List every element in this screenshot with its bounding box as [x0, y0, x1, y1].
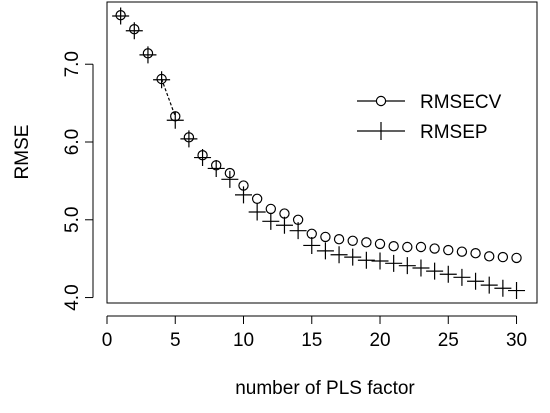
point-rmsecv [320, 231, 331, 243]
point-rmsecv [415, 241, 427, 253]
legend-label-rmsep: RMSEP [420, 122, 488, 143]
point-rmsecv [484, 251, 495, 262]
point-rmsep [316, 242, 334, 260]
x-axis-label: number of PLS factor [235, 378, 415, 399]
connector-dash [161, 78, 176, 117]
point-rmsecv [374, 238, 386, 250]
point-rmsep [303, 236, 321, 254]
x-axis: 0 5 10 15 20 25 30 [102, 315, 527, 351]
point-rmsep [426, 262, 444, 280]
point-rmsep [480, 276, 498, 294]
point-rmsecv [443, 244, 454, 256]
point-rmsep [357, 251, 375, 269]
y-tick-label: 4.0 [62, 284, 83, 310]
y-tick-label: 7.0 [62, 51, 83, 77]
point-rmsep [194, 149, 212, 167]
series-layer [112, 7, 526, 300]
y-tick-label: 6.0 [62, 129, 83, 155]
point-rmsecv [347, 235, 358, 246]
legend-label-rmsecv: RMSECV [420, 92, 502, 113]
point-rmsep [494, 279, 512, 297]
y-axis-label: RMSE [12, 125, 33, 180]
point-rmsep [398, 257, 416, 275]
point-rmsep [467, 272, 485, 290]
point-rmsep [344, 248, 362, 266]
x-tick-label: 10 [233, 330, 254, 351]
point-rmsecv [361, 237, 372, 248]
point-rmsep [139, 46, 157, 64]
point-rmsecv [456, 246, 468, 257]
point-rmsep [262, 212, 280, 230]
point-rmsep [125, 22, 143, 40]
x-tick-label: 30 [506, 330, 527, 351]
point-rmsep [385, 254, 403, 272]
x-tick-label: 5 [170, 330, 181, 351]
point-rmsep [207, 159, 225, 177]
point-rmsep [453, 268, 471, 286]
point-rmsep [289, 222, 307, 240]
x-tick-label: 25 [438, 330, 459, 351]
point-rmsecv [388, 241, 399, 252]
legend-circle-icon [375, 95, 387, 107]
legend: RMSECV RMSEP [357, 92, 502, 143]
point-rmsep [439, 265, 457, 283]
point-rmsecv [497, 251, 509, 263]
point-rmsep [412, 259, 430, 277]
point-rmsep [330, 246, 348, 264]
x-tick-label: 15 [301, 330, 322, 351]
point-rmsecv [251, 193, 263, 204]
point-rmsecv [470, 248, 481, 259]
y-tick-label: 5.0 [62, 207, 83, 233]
connector-line [161, 78, 176, 117]
point-rmsecv [402, 241, 413, 253]
point-rmsep [221, 170, 239, 188]
point-rmsep [153, 71, 171, 89]
point-rmsep [508, 282, 526, 300]
point-rmsep [180, 130, 198, 148]
point-rmsep [248, 203, 266, 221]
x-tick-label: 0 [102, 330, 113, 351]
point-rmsep [166, 111, 184, 129]
point-rmsecv [429, 243, 440, 254]
point-rmsecv [333, 234, 345, 245]
x-tick-label: 20 [369, 330, 390, 351]
point-rmsep [112, 7, 130, 25]
point-rmsep [235, 186, 253, 204]
point-rmsecv [265, 203, 277, 215]
y-axis: 4.0 5.0 6.0 7.0 [62, 51, 94, 311]
point-rmsep [371, 252, 389, 270]
plot-frame [106, 1, 538, 304]
point-rmsep [275, 216, 293, 234]
point-rmsecv [511, 252, 522, 264]
